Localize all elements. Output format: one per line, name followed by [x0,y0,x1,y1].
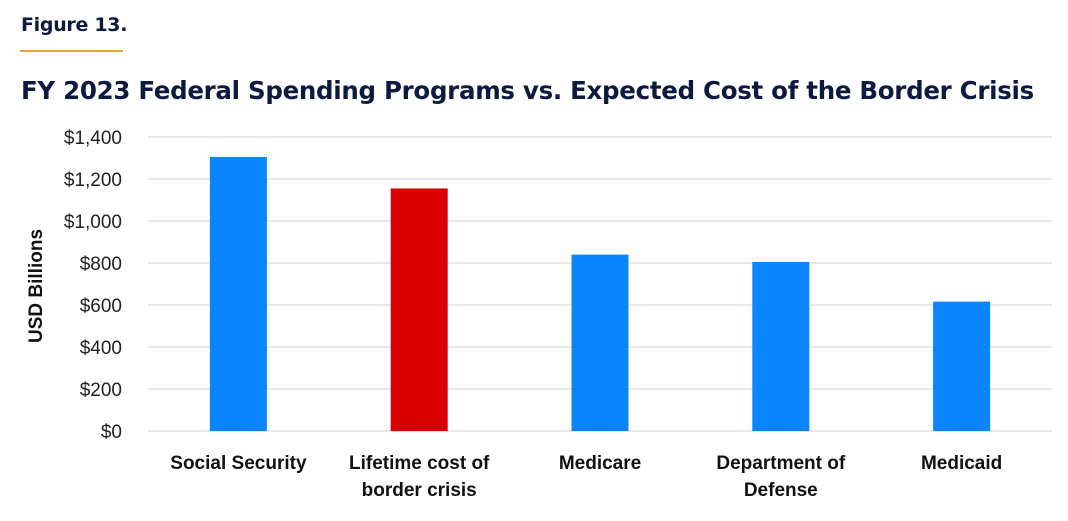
y-tick-label: $400 [80,338,122,359]
y-tick-label: $800 [80,254,122,275]
x-tick-label: Department of [716,453,845,474]
x-tick-label: Lifetime cost of [349,453,490,474]
bar [571,254,629,431]
y-tick-label: $0 [101,422,122,443]
figure-label-underline [20,50,123,52]
x-tick-label: Medicare [559,453,641,474]
bar [752,261,810,431]
x-tick-label: Medicaid [921,453,1002,474]
x-tick-label: Social Security [170,453,307,474]
bar [933,301,991,431]
y-tick-label: $600 [80,296,122,317]
y-tick-label: $1,000 [64,212,122,233]
y-tick-label: $1,400 [64,128,122,149]
figure-label: Figure 13. [21,14,128,36]
x-tick-label: border crisis [362,480,477,501]
chart-title: FY 2023 Federal Spending Programs vs. Ex… [21,76,1034,105]
bar [209,156,267,431]
y-tick-label: $200 [80,380,122,401]
y-tick-label: $1,200 [64,170,122,191]
y-axis-label: USD Billions [26,229,47,343]
bar [390,188,448,431]
x-tick-label: Defense [744,480,818,501]
